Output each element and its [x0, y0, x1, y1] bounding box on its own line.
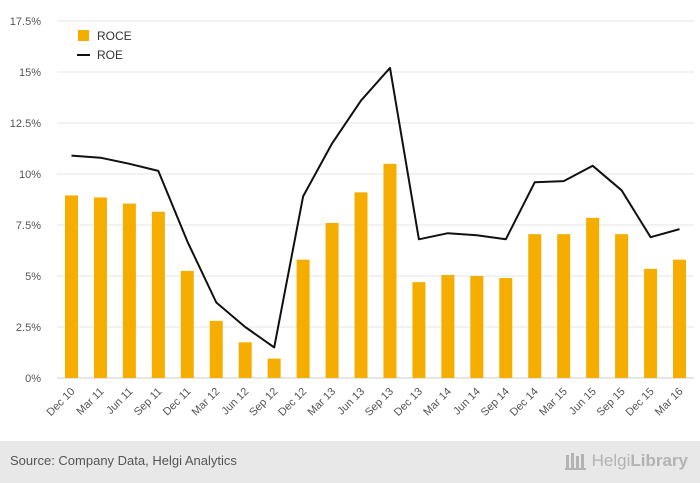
y-tick-label: 5%: [25, 271, 41, 283]
roce-bar: [441, 274, 455, 378]
y-tick-label: 17.5%: [10, 16, 41, 28]
roce-bar: [586, 217, 600, 378]
roce-bar: [209, 320, 223, 378]
x-tick-label: Dec 15: [624, 386, 657, 419]
x-tick-label: Dec 13: [392, 386, 425, 419]
y-tick-label: 0%: [25, 373, 41, 385]
brand-name-bold: Library: [630, 451, 688, 470]
x-tick-label: Jun 11: [104, 386, 135, 417]
x-tick-label: Jun 13: [335, 386, 367, 418]
roce-bar: [296, 259, 310, 378]
roce-bar: [499, 278, 513, 378]
legend: ROCE ROE: [77, 29, 132, 62]
y-axis-ticks: 0% 2.5% 5% 7.5% 10% 12.5% 15% 17.5%: [10, 16, 41, 385]
roce-bar: [267, 358, 281, 378]
roce-bar: [383, 163, 397, 378]
roce-bar: [412, 282, 426, 378]
brand-logo: Helgi Library: [564, 451, 688, 471]
x-tick-label: Mar 12: [190, 386, 223, 419]
y-tick-label: 12.5%: [10, 118, 41, 130]
x-tick-label: Jun 14: [451, 386, 483, 418]
x-tick-label: Jun 15: [567, 386, 599, 418]
roce-bar: [354, 192, 368, 378]
y-tick-label: 7.5%: [16, 220, 41, 232]
x-tick-label: Sep 15: [595, 386, 628, 419]
y-tick-label: 10%: [19, 169, 41, 181]
roce-bar: [151, 211, 165, 378]
legend-roce-swatch: [78, 30, 89, 41]
roce-bars: [64, 163, 687, 378]
source-note: Source: Company Data, Helgi Analytics: [10, 453, 237, 468]
x-tick-label: Sep 11: [132, 386, 165, 419]
y-tick-label: 15%: [19, 67, 41, 79]
roce-bar: [325, 222, 339, 378]
brand-name-light: Helgi: [591, 451, 631, 470]
legend-roce-label: ROCE: [97, 29, 132, 43]
roce-bar: [64, 195, 78, 378]
x-tick-label: Mar 14: [421, 386, 454, 419]
x-tick-label: Mar 15: [537, 386, 570, 419]
x-tick-label: Sep 14: [479, 386, 512, 419]
x-tick-label: Dec 11: [161, 386, 194, 419]
roce-bar: [528, 234, 542, 378]
x-tick-label: Jun 12: [219, 386, 251, 418]
x-tick-label: Dec 12: [276, 386, 309, 419]
roce-bar: [180, 270, 194, 378]
footer: Source: Company Data, Helgi Analytics He…: [0, 441, 700, 483]
roce-bar: [93, 197, 107, 378]
roe-line-layer: [71, 66, 680, 349]
x-tick-label: Sep 12: [247, 386, 280, 419]
roce-bar: [644, 268, 658, 378]
roce-bar: [470, 276, 484, 378]
x-tick-label: Mar 13: [305, 386, 338, 419]
roce-bar: [122, 203, 136, 378]
roce-bar: [238, 342, 252, 378]
library-icon: [564, 453, 586, 470]
roe-line: [71, 66, 680, 349]
x-tick-label: Mar 16: [653, 386, 686, 419]
roce-bar: [557, 234, 571, 378]
x-tick-label: Dec 14: [508, 386, 541, 419]
roce-bar: [673, 259, 687, 378]
x-tick-label: Dec 10: [44, 386, 77, 419]
x-tick-label: Sep 13: [363, 386, 396, 419]
legend-roe-label: ROE: [97, 48, 123, 62]
y-tick-label: 2.5%: [16, 322, 41, 334]
x-tick-label: Mar 11: [74, 386, 106, 418]
roce-bar: [615, 234, 629, 378]
